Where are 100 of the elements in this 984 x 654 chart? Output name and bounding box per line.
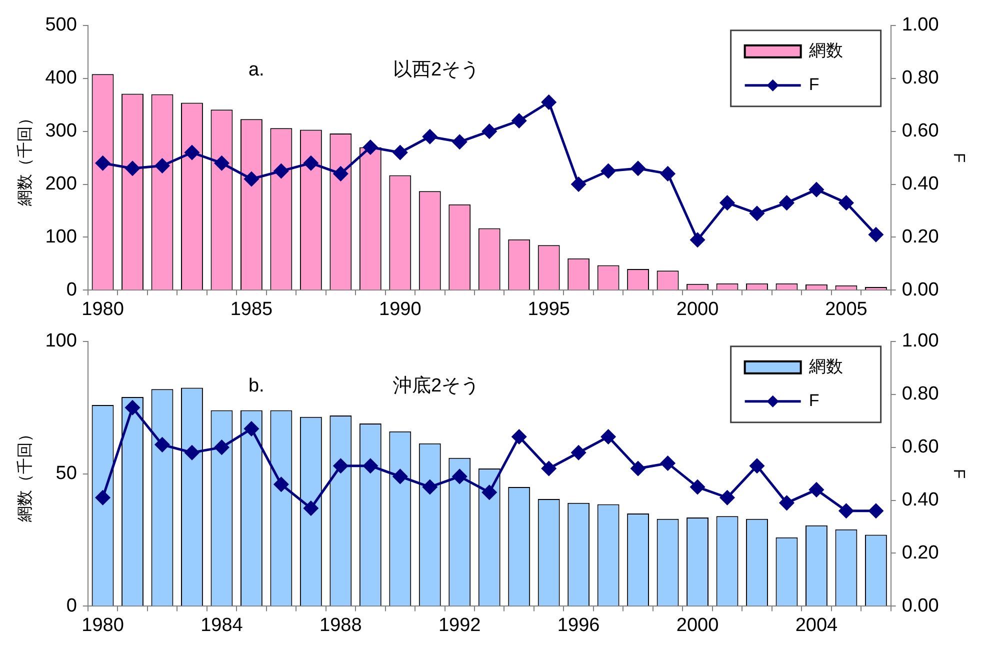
y-tick-label: 500 [45,14,77,36]
x-tick-label: 1985 [230,298,273,320]
point [482,124,497,139]
point [125,161,140,176]
y-tick-label: 100 [45,226,77,248]
legend-label: F [808,75,820,94]
y-tick-label: 200 [45,174,77,195]
y2-tick-label: 0.40 [902,174,939,195]
point [184,145,200,160]
point [809,482,824,497]
x-tick-label: 2005 [825,298,868,320]
point [601,429,616,444]
point [154,158,170,173]
y-axis-title: 網数（千回） [16,426,34,523]
point [690,480,705,494]
point [96,156,110,170]
x-tick-label: 1984 [200,614,244,636]
y-tick-label: 400 [45,68,77,89]
point [363,140,378,154]
y2-tick-label: 0.00 [902,595,939,616]
point [244,172,259,186]
point [868,504,884,518]
point [750,458,764,474]
point [392,469,408,484]
point [838,504,854,518]
y2-tick-label: 0.80 [902,384,939,405]
point [304,500,318,516]
x-tick-label: 1995 [528,298,570,320]
point [512,429,526,444]
y-tick-label: 100 [45,330,77,352]
point [868,227,884,242]
annotation: b. [248,376,264,397]
point [542,461,556,476]
x-tick-label: 2000 [676,298,719,320]
point [274,477,288,492]
point [452,134,467,150]
point [838,196,854,210]
point [720,196,735,210]
x-tick-label: 1996 [557,614,600,636]
point [154,437,170,452]
y-tick-label: 50 [56,463,77,484]
y-axis-title: 網数（千回） [16,110,34,207]
point [333,166,348,181]
point [482,485,497,500]
point [244,422,259,436]
y2-tick-label: 0.80 [902,68,939,89]
annotation: 以西2そう [393,60,480,81]
point [422,480,438,494]
y2-tick-label: 1.00 [902,330,939,352]
point [660,166,676,181]
point [571,177,586,192]
y2-tick-label: 0.60 [902,436,939,458]
y-tick-label: 300 [45,120,77,142]
annotation: a. [248,60,264,81]
legend-label: F [808,391,820,410]
point [601,164,616,178]
annotation: 沖底2そう [393,374,480,397]
y2-tick-label: 0.20 [902,226,939,248]
y2-axis-title: F [950,152,967,163]
point [512,113,526,128]
point [422,129,438,144]
x-tick-label: 1980 [82,614,124,636]
point [630,461,646,476]
point [630,161,646,176]
point [214,156,229,170]
x-tick-label: 2000 [676,614,719,636]
point [333,458,348,474]
y2-tick-label: 1.00 [902,14,939,36]
point [779,496,794,510]
point [274,164,288,178]
point [690,232,705,248]
y2-tick-label: 0.00 [902,279,939,300]
point [452,469,467,484]
point [363,458,378,474]
legend-label: 網数 [808,357,843,376]
y2-tick-label: 0.20 [902,542,939,564]
point [571,445,586,460]
x-tick-label: 2004 [795,614,838,636]
y2-axis-title: F [950,468,967,479]
point [304,156,318,170]
point [392,145,408,160]
y-tick-label: 0 [66,595,77,616]
point [779,196,794,210]
point [750,206,764,221]
point [660,456,676,470]
point [184,445,200,460]
y-tick-label: 0 [66,279,77,300]
x-tick-label: 1980 [82,298,124,320]
point [125,400,140,415]
point [542,94,556,110]
x-tick-label: 1992 [438,614,481,636]
y2-tick-label: 0.60 [902,120,939,142]
point [809,182,824,197]
x-tick-label: 1990 [379,298,422,320]
point [96,490,110,505]
point [720,490,735,505]
y2-tick-label: 0.40 [902,490,939,511]
x-tick-label: 1988 [320,614,362,636]
legend-label: 網数 [808,41,843,60]
point [214,440,229,455]
